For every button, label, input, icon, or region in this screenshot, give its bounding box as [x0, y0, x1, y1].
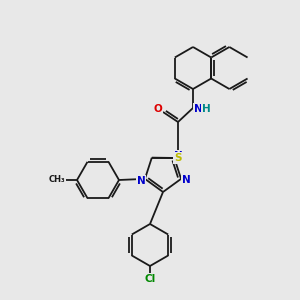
Text: N: N [194, 104, 202, 114]
Text: H: H [202, 104, 210, 114]
Text: N: N [182, 175, 190, 185]
Text: N: N [174, 151, 182, 160]
Text: S: S [174, 153, 182, 163]
Text: Cl: Cl [144, 274, 156, 284]
Text: CH₃: CH₃ [49, 176, 65, 184]
Text: N: N [136, 176, 145, 186]
Text: O: O [154, 104, 162, 114]
